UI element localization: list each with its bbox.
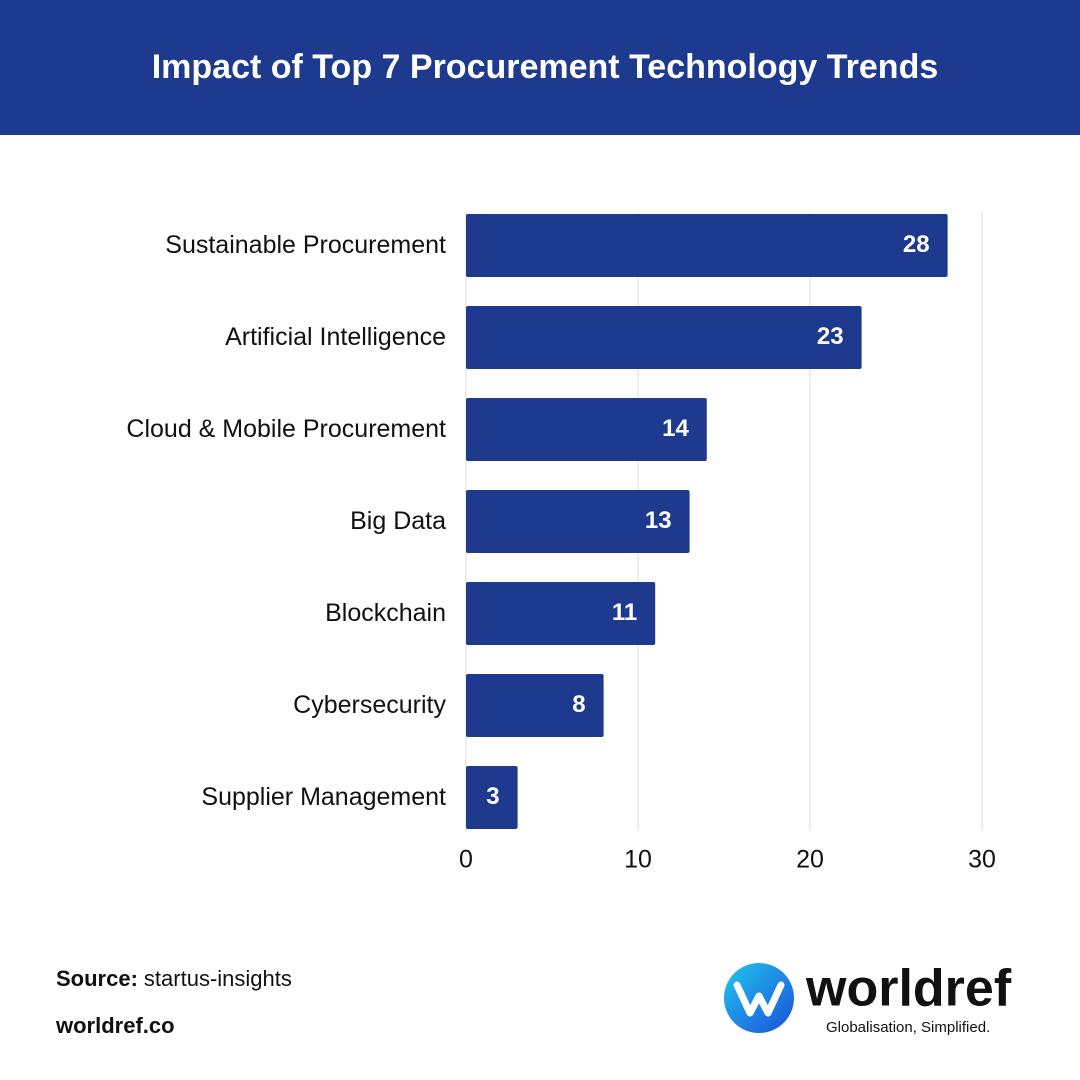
value-label: 8 bbox=[572, 691, 585, 718]
y-tick-label: Sustainable Procurement bbox=[165, 231, 446, 259]
value-label: 11 bbox=[612, 599, 637, 626]
bar bbox=[466, 214, 948, 277]
x-tick-label: 20 bbox=[796, 846, 824, 874]
x-tick-label: 10 bbox=[624, 846, 652, 874]
bar bbox=[466, 582, 656, 645]
y-tick-label: Blockchain bbox=[325, 599, 446, 627]
y-tick-label: Big Data bbox=[350, 507, 446, 535]
value-label: 13 bbox=[645, 507, 672, 534]
source-line: Source: startus-insights bbox=[56, 966, 292, 991]
y-tick-label: Cloud & Mobile Procurement bbox=[126, 415, 446, 443]
plot: 0 10 20 30 Sustainable Procurement 28 Artifici… bbox=[126, 212, 996, 874]
y-tick-label: Cybersecurity bbox=[293, 691, 446, 719]
logo-w bbox=[733, 981, 785, 1017]
value-label: 14 bbox=[662, 415, 689, 442]
bar bbox=[466, 306, 862, 369]
bar bbox=[466, 766, 518, 829]
value-label: 23 bbox=[817, 323, 844, 350]
bar bbox=[466, 674, 604, 737]
chart-title: Impact of Top 7 Procurement Technology T… bbox=[152, 48, 939, 86]
website: worldref.co bbox=[55, 1013, 175, 1038]
source-label: Source: bbox=[56, 966, 138, 991]
bar bbox=[466, 490, 690, 553]
logo-tagline: Globalisation, Simplified. bbox=[826, 1019, 990, 1036]
y-tick-label: Supplier Management bbox=[201, 783, 446, 811]
source: startus-insights bbox=[144, 966, 292, 991]
value-label: 28 bbox=[903, 231, 930, 258]
x-tick-label: 0 bbox=[459, 846, 473, 874]
y-tick-label: Artificial Intelligence bbox=[225, 323, 446, 351]
value-label: 3 bbox=[486, 783, 499, 810]
logo-name: worldref bbox=[805, 960, 1012, 1018]
bar bbox=[466, 398, 707, 461]
x-tick-label: 30 bbox=[968, 846, 996, 874]
header-band bbox=[0, 0, 1080, 135]
